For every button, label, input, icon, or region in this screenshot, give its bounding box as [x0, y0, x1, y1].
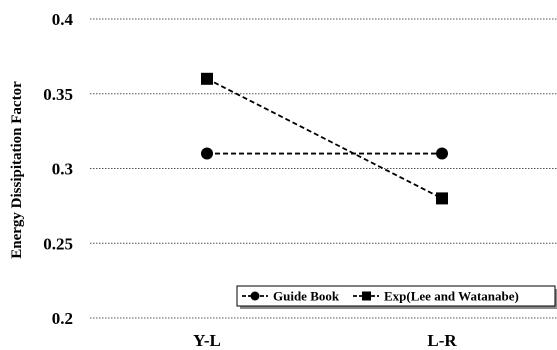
x-tick-label: L-R [427, 331, 457, 350]
legend-label: Guide Book [273, 289, 340, 304]
series-line-1 [206, 77, 443, 200]
data-point-circle [201, 147, 213, 160]
legend-marker-circle [250, 291, 260, 301]
data-point-square [201, 72, 213, 85]
y-tick-label: 0.4 [52, 10, 74, 29]
y-tick-label: 0.3 [52, 160, 73, 179]
x-tick-label: Y-L [193, 331, 221, 350]
series-lines [201, 72, 448, 205]
grid-lines [90, 18, 557, 319]
y-tick-label: 0.2 [52, 309, 73, 328]
y-axis-label: Energy Dissipitation Factor [9, 81, 25, 259]
y-tick-labels: 0.2 0.25 0.3 0.35 0.4 [43, 10, 73, 328]
legend-marker-square [362, 291, 371, 301]
data-point-square [436, 192, 448, 205]
legend-box [236, 285, 556, 307]
y-tick-label: 0.35 [43, 85, 73, 104]
y-tick-label: 0.25 [43, 234, 73, 253]
data-point-circle [436, 147, 448, 160]
legend: Guide Book Exp(Lee and Watanabe) [236, 285, 557, 309]
legend-label: Exp(Lee and Watanabe) [384, 289, 519, 304]
x-tick-labels: Y-L L-R [193, 331, 457, 350]
